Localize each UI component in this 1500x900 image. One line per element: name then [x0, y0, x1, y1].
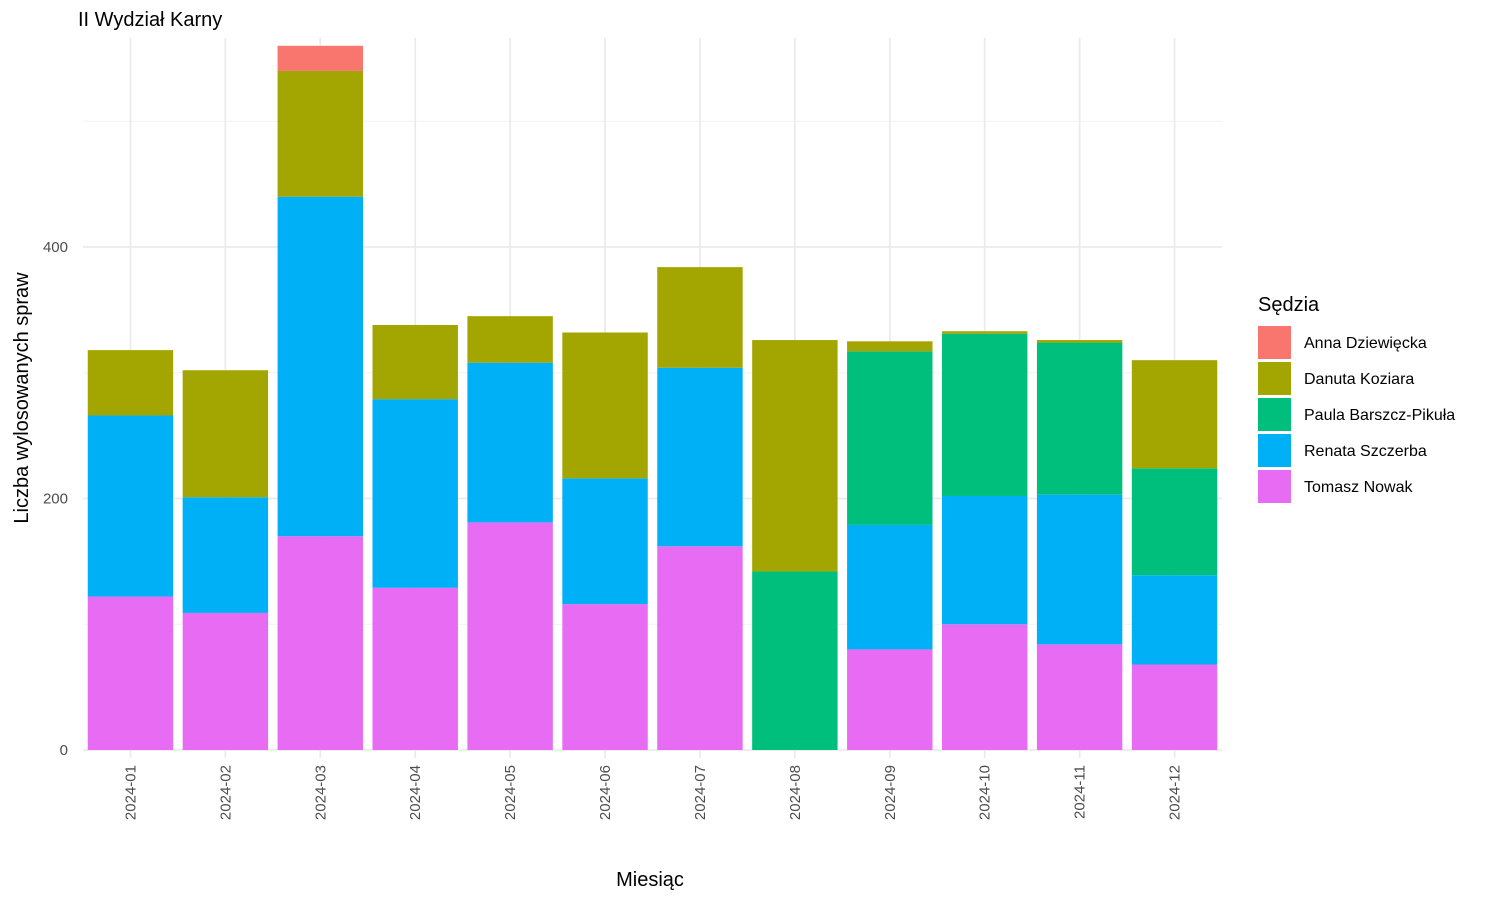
bar-segment: [1036, 340, 1123, 343]
bar-segment: [1131, 664, 1218, 750]
bar-segment: [277, 70, 364, 197]
x-axis-title: Miesiąc: [616, 869, 684, 891]
bar-segment: [657, 546, 743, 750]
bar-segment: [562, 478, 648, 605]
y-tick-label: 0: [60, 742, 68, 759]
legend-swatch: [1258, 470, 1291, 503]
bar-segment: [1036, 342, 1123, 495]
bar-segment: [941, 333, 1028, 496]
x-tick-label: 2024-01: [122, 765, 139, 820]
legend-label: Tomasz Nowak: [1304, 479, 1413, 496]
bar-segment: [182, 612, 269, 750]
legend-label: Anna Dziewięcka: [1304, 335, 1427, 352]
bar-segment: [847, 351, 933, 525]
x-tick-label: 2024-02: [217, 765, 234, 820]
bar-segment: [847, 649, 933, 750]
bar-segment: [941, 624, 1028, 750]
x-tick-label: 2024-11: [1072, 765, 1089, 819]
bar-segment: [847, 341, 933, 352]
bar-segment: [182, 370, 269, 498]
x-tick-label: 2024-07: [692, 765, 709, 820]
bar-segment: [467, 316, 553, 363]
bar-segment: [1131, 360, 1218, 469]
legend-swatch: [1258, 398, 1291, 431]
bars: [87, 45, 1218, 750]
bar-segment: [277, 196, 364, 537]
bar-segment: [372, 587, 458, 750]
legend-label: Paula Barszcz-Pikuła: [1304, 407, 1455, 424]
bar-segment: [372, 399, 458, 588]
legend-label: Renata Szczerba: [1304, 443, 1427, 460]
x-tick-label: 2024-09: [882, 765, 899, 820]
x-tick-label: 2024-06: [597, 765, 614, 820]
x-tick-label: 2024-12: [1167, 765, 1184, 820]
bar-segment: [752, 571, 838, 750]
x-tick-label: 2024-04: [407, 765, 424, 820]
bar-segment: [657, 267, 743, 368]
legend-label: Danuta Koziara: [1304, 371, 1414, 388]
bar-segment: [1131, 575, 1218, 665]
bar-segment: [372, 324, 458, 400]
bar-segment: [657, 367, 743, 547]
x-tick-label: 2024-03: [312, 765, 329, 820]
bar-segment: [182, 497, 269, 613]
legend-swatch: [1258, 434, 1291, 467]
legend-swatch: [1258, 326, 1291, 359]
bar-segment: [87, 350, 174, 416]
x-tick-label: 2024-05: [502, 765, 519, 820]
chart-title: II Wydział Karny: [78, 9, 222, 31]
bar-segment: [87, 596, 174, 750]
bar-segment: [562, 604, 648, 750]
y-axis-ticks: 0 200 400: [43, 239, 68, 759]
bar-segment: [941, 495, 1028, 625]
y-tick-label: 400: [43, 239, 68, 256]
y-tick-label: 200: [43, 491, 68, 508]
bar-segment: [752, 340, 838, 572]
bar-segment: [467, 522, 553, 750]
legend-title: Sędzia: [1258, 294, 1320, 316]
bar-segment: [277, 45, 364, 71]
bar-segment: [1036, 494, 1123, 645]
bar-segment: [847, 524, 933, 650]
x-tick-label: 2024-10: [977, 765, 994, 820]
x-tick-label: 2024-08: [787, 765, 804, 820]
bar-segment: [1131, 468, 1218, 576]
bar-segment: [87, 415, 174, 597]
x-axis-ticks: 2024-01 2024-02 2024-03 2024-04 2024-05 2024-…: [122, 765, 1183, 820]
legend-swatch: [1258, 362, 1291, 395]
bar-segment: [467, 362, 553, 523]
bar-segment: [941, 331, 1028, 334]
y-axis-title: Liczba wylosowanych spraw: [11, 272, 33, 524]
bar-segment: [1036, 644, 1123, 750]
bar-segment: [277, 536, 364, 750]
legend: Sędzia Anna Dziewięcka Danuta Koziara Paul…: [1258, 294, 1455, 503]
bar-segment: [562, 332, 648, 479]
